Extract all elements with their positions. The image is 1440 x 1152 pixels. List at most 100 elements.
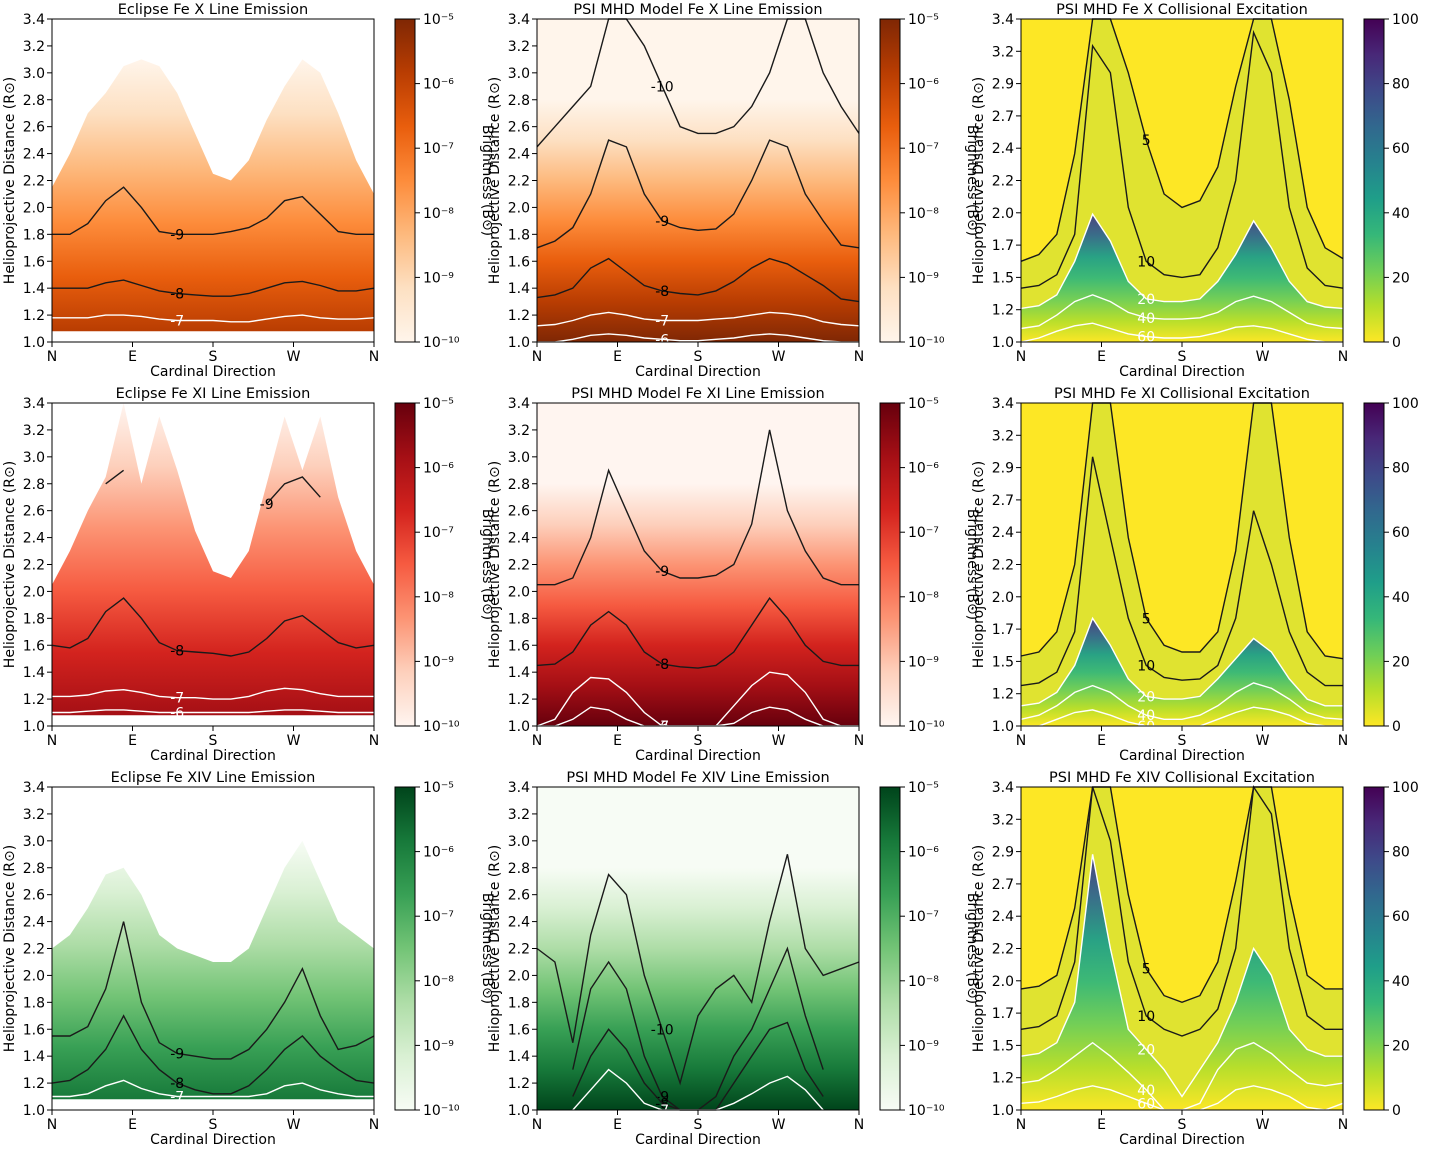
y-tick-label: 3.2	[992, 812, 1014, 828]
contour-60	[1020, 322, 1343, 343]
contour--8	[51, 1014, 375, 1095]
y-tick-label: 1.0	[508, 719, 530, 735]
contour--10	[536, 854, 860, 1086]
contour--8	[536, 257, 860, 303]
y-tick-label: 2.4	[23, 531, 45, 547]
colorbar-tick-label: 40	[1392, 590, 1410, 606]
contour-label: -9	[260, 497, 274, 513]
y-tick-label: 2.2	[992, 942, 1014, 958]
y-tick-label: 1.0	[992, 719, 1014, 735]
contour-label: 60	[1137, 719, 1155, 735]
y-tick-label: 2.8	[508, 93, 530, 109]
colorbar-label: Brightness (B⊙)	[964, 125, 980, 236]
contour-label: 40	[1137, 708, 1155, 724]
colorbar-tick-label: 100	[1392, 780, 1419, 796]
x-tick-label: N	[1016, 349, 1026, 365]
contour-label: -6	[655, 719, 669, 735]
contour-label: 40	[1137, 311, 1155, 327]
y-tick-label: 1.4	[23, 281, 45, 297]
y-tick-label: 1.2	[992, 687, 1014, 703]
y-tick-label: 1.6	[508, 254, 530, 270]
colorbar	[394, 18, 416, 343]
y-tick-label: 2.0	[992, 590, 1014, 606]
x-axis-label: Cardinal Direction	[1119, 748, 1245, 764]
y-tick-label: 2.9	[992, 77, 1014, 93]
y-tick-label: 3.2	[508, 39, 530, 55]
colorbar-tick-label: 100	[1392, 12, 1419, 28]
contour-label: 5	[1142, 962, 1151, 978]
x-tick-label: S	[209, 733, 218, 749]
colorbar-tick-label: 10⁻⁶	[908, 77, 939, 93]
colorbar-tick-label: 10⁻⁵	[908, 780, 939, 796]
y-tick-label: 3.4	[992, 12, 1014, 28]
x-tick-label: E	[1097, 1117, 1106, 1133]
colorbar-tick-label: 10⁻⁵	[423, 780, 454, 796]
colorbar-tick-label: 10⁻⁹	[423, 1038, 454, 1054]
y-tick-label: 1.7	[992, 1006, 1014, 1022]
y-tick-label: 1.2	[508, 692, 530, 708]
y-tick-label: 3.0	[508, 450, 530, 466]
y-tick-label: 3.4	[508, 780, 530, 796]
colorbar-tick-label: 10⁻⁹	[908, 654, 939, 670]
x-tick-label: W	[287, 349, 301, 365]
contour-label: -9	[170, 227, 184, 243]
y-tick-label: 2.4	[23, 147, 45, 163]
colorbar-tick-label: 60	[1392, 909, 1410, 925]
y-tick-label: 1.2	[508, 308, 530, 324]
x-tick-label: N	[1016, 1117, 1026, 1133]
colorbar-tick-label: 10⁻⁸	[423, 590, 454, 606]
contour-label: -9	[655, 214, 669, 230]
colorbar-tick-label: 10⁻¹⁰	[908, 719, 945, 735]
y-tick-label: 2.2	[508, 174, 530, 190]
colorbar-tick-label: 10⁻⁵	[908, 12, 939, 28]
colorbar-tick-label: 80	[1392, 845, 1410, 861]
contour-label: -7	[655, 313, 669, 329]
y-tick-label: 3.4	[23, 396, 45, 412]
y-tick-label: 1.8	[23, 227, 45, 243]
x-tick-label: S	[694, 349, 703, 365]
y-tick-label: 2.8	[23, 477, 45, 493]
x-tick-label: N	[854, 349, 864, 365]
x-axis-label: Cardinal Direction	[635, 748, 761, 764]
x-tick-label: S	[1178, 1117, 1187, 1133]
colorbar-tick-label: 10⁻⁷	[908, 909, 939, 925]
contour-20	[1020, 212, 1344, 310]
contour-label: -8	[170, 1076, 184, 1092]
y-tick-label: 3.2	[508, 423, 530, 439]
contour--7	[52, 1079, 374, 1098]
y-tick-label: 3.0	[508, 66, 530, 82]
y-tick-label: 1.2	[508, 1076, 530, 1092]
panel-3: 5 10 20 40 60 PSI MHD Fe X Collisional Excita…	[971, 2, 1419, 380]
colorbar-tick-label: 10⁻⁶	[908, 461, 939, 477]
contour-5	[1020, 402, 1344, 660]
contour-label: 10	[1137, 254, 1155, 270]
contour-label: -6	[655, 332, 669, 348]
x-tick-label: W	[772, 349, 786, 365]
contour-label: -8	[170, 287, 184, 303]
colorbar-tick-label: 0	[1392, 1103, 1401, 1119]
colorbar-tick-label: 10⁻⁶	[423, 845, 454, 861]
x-tick-label: E	[1097, 349, 1106, 365]
colorbar-tick-label: 10⁻⁸	[908, 974, 939, 990]
y-axis-label: Helioprojective Distance (R⊙)	[487, 461, 503, 668]
x-tick-label: N	[532, 733, 542, 749]
y-tick-label: 1.6	[23, 1022, 45, 1038]
y-tick-label: 2.0	[23, 968, 45, 984]
contour-label: 40	[1137, 1083, 1155, 1099]
panel-title: Eclipse Fe XI Line Emission	[116, 386, 311, 402]
contour-label: 60	[1137, 330, 1155, 346]
colorbar-tick-label: 10⁻¹⁰	[423, 335, 460, 351]
colorbar-tick-label: 10⁻⁹	[908, 1038, 939, 1054]
y-tick-label: 1.4	[23, 1049, 45, 1065]
y-tick-label: 1.4	[508, 1049, 530, 1065]
x-axis-label: Cardinal Direction	[1119, 364, 1245, 380]
colorbar	[394, 786, 416, 1111]
y-tick-label: 1.5	[992, 270, 1014, 286]
y-tick-label: 2.4	[992, 141, 1014, 157]
contour--8	[536, 596, 859, 669]
panel-title: PSI MHD Fe XIV Collisional Excitation	[1049, 770, 1315, 786]
colorbar-tick-label: 10⁻⁸	[908, 206, 939, 222]
x-tick-label: N	[47, 349, 57, 365]
